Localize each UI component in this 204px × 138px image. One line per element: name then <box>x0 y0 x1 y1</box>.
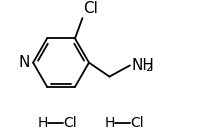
Text: 2: 2 <box>145 63 152 73</box>
Text: Cl: Cl <box>131 116 144 130</box>
Text: H: H <box>37 116 48 130</box>
Text: N: N <box>19 55 30 70</box>
Text: Cl: Cl <box>64 116 77 130</box>
Text: H: H <box>104 116 115 130</box>
Text: Cl: Cl <box>83 1 98 16</box>
Text: NH: NH <box>132 58 155 73</box>
